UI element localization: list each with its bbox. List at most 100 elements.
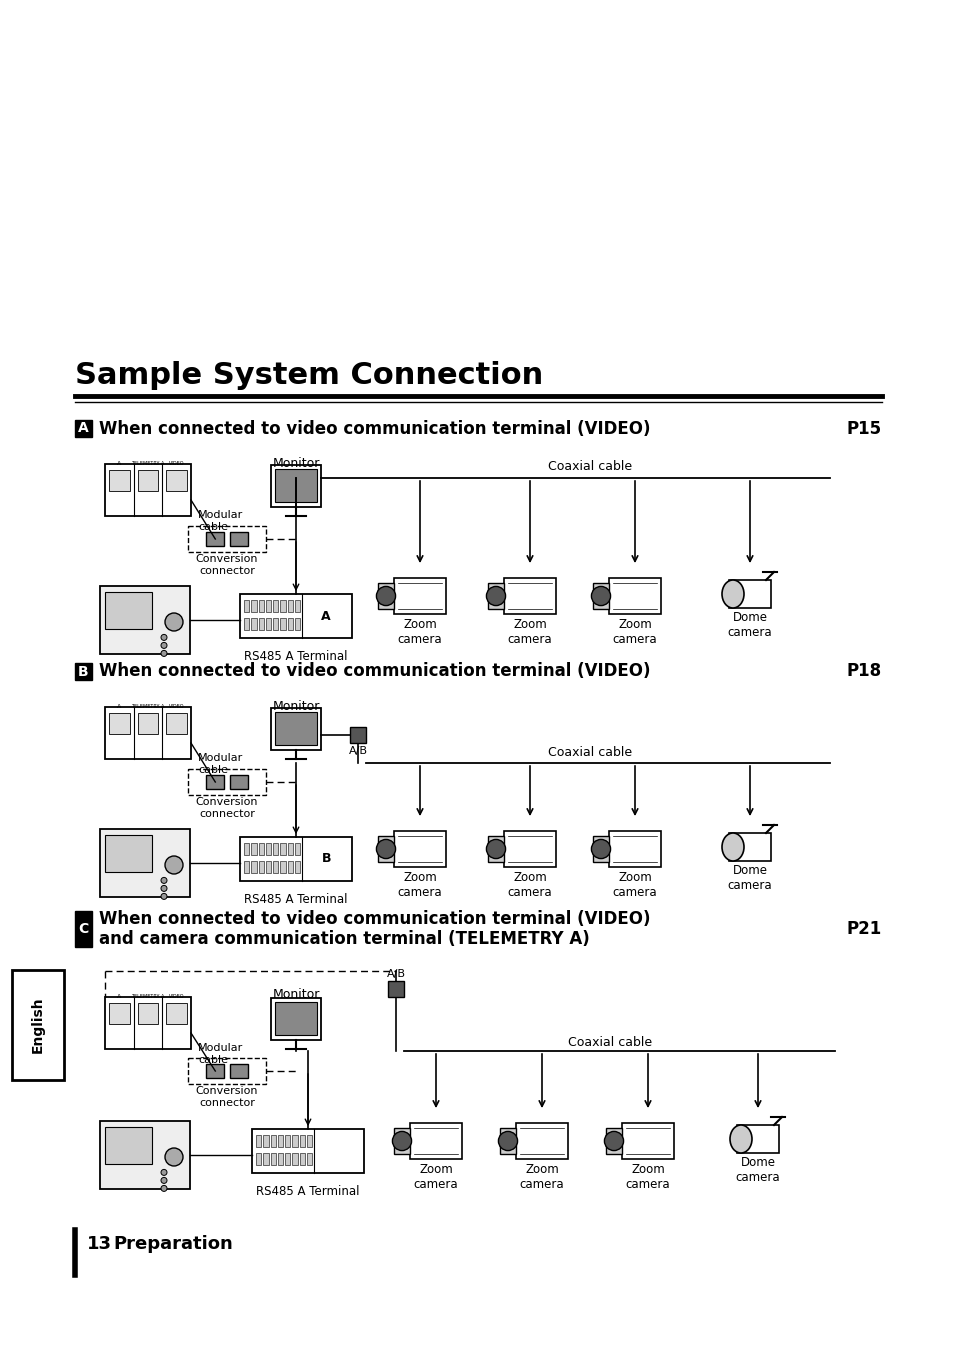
- Circle shape: [486, 839, 505, 859]
- Text: Monitor: Monitor: [272, 457, 319, 470]
- Bar: [230, 1065, 248, 1078]
- Bar: [251, 600, 256, 612]
- Text: Zoom
camera: Zoom camera: [397, 617, 442, 646]
- Text: B: B: [321, 852, 331, 866]
- Bar: [292, 1135, 297, 1147]
- Bar: [206, 532, 224, 546]
- Bar: [394, 1128, 410, 1154]
- Text: RS485 A Terminal: RS485 A Terminal: [256, 1185, 359, 1198]
- Bar: [394, 578, 446, 613]
- Bar: [292, 1152, 297, 1165]
- Bar: [258, 617, 264, 630]
- Bar: [728, 834, 770, 861]
- Bar: [105, 463, 191, 516]
- Text: Conversion
connector: Conversion connector: [195, 1086, 258, 1108]
- Text: TELEMETRY A: TELEMETRY A: [132, 704, 165, 709]
- Bar: [280, 843, 285, 855]
- Bar: [166, 713, 187, 734]
- Bar: [263, 1135, 269, 1147]
- Text: Zoom
camera: Zoom camera: [519, 1163, 564, 1192]
- Text: Zoom
camera: Zoom camera: [397, 871, 442, 898]
- Text: A: A: [117, 994, 121, 998]
- Circle shape: [376, 839, 395, 859]
- Bar: [258, 843, 264, 855]
- Bar: [137, 713, 158, 734]
- Text: Dome
camera: Dome camera: [727, 865, 772, 892]
- Bar: [230, 775, 248, 789]
- Circle shape: [486, 586, 505, 605]
- Text: Conversion
connector: Conversion connector: [195, 797, 258, 819]
- Bar: [394, 831, 446, 867]
- Bar: [280, 600, 285, 612]
- Bar: [294, 617, 300, 630]
- Bar: [271, 997, 320, 1040]
- Bar: [188, 1058, 266, 1084]
- Bar: [75, 420, 91, 436]
- Circle shape: [161, 635, 167, 640]
- Text: Coaxial cable: Coaxial cable: [567, 1036, 652, 1050]
- Circle shape: [161, 650, 167, 657]
- Bar: [12, 970, 64, 1079]
- Text: Coaxial cable: Coaxial cable: [547, 747, 632, 759]
- Text: VIDEO: VIDEO: [169, 704, 184, 709]
- Text: Monitor: Monitor: [272, 700, 319, 713]
- Bar: [277, 1152, 283, 1165]
- Text: A: A: [321, 609, 331, 623]
- Text: A: A: [117, 704, 121, 709]
- Text: and camera communication terminal (TELEMETRY A): and camera communication terminal (TELEM…: [99, 929, 589, 947]
- Circle shape: [161, 893, 167, 900]
- Bar: [251, 861, 256, 873]
- Circle shape: [591, 586, 610, 605]
- Bar: [503, 578, 556, 613]
- Bar: [277, 1135, 283, 1147]
- Bar: [307, 1135, 312, 1147]
- Bar: [109, 713, 130, 734]
- Bar: [608, 831, 660, 867]
- Circle shape: [161, 1170, 167, 1175]
- Text: Sample System Connection: Sample System Connection: [75, 361, 542, 390]
- Bar: [166, 1002, 187, 1024]
- Bar: [307, 1152, 312, 1165]
- Bar: [105, 997, 191, 1048]
- Bar: [280, 861, 285, 873]
- Text: Zoom
camera: Zoom camera: [414, 1163, 457, 1192]
- Bar: [274, 1001, 316, 1035]
- Text: A/B: A/B: [348, 746, 367, 757]
- Text: Dome
camera: Dome camera: [735, 1156, 780, 1183]
- Bar: [377, 584, 394, 608]
- Circle shape: [161, 877, 167, 884]
- Bar: [244, 861, 249, 873]
- Bar: [100, 830, 190, 897]
- Text: Coaxial cable: Coaxial cable: [547, 459, 632, 473]
- Text: Dome
camera: Dome camera: [727, 611, 772, 639]
- Circle shape: [165, 857, 183, 874]
- Text: Zoom
camera: Zoom camera: [507, 871, 552, 898]
- Bar: [271, 465, 320, 507]
- Bar: [240, 838, 352, 881]
- Bar: [271, 1152, 275, 1165]
- Text: P18: P18: [846, 662, 882, 681]
- Bar: [255, 1152, 261, 1165]
- Text: When connected to video communication terminal (VIDEO): When connected to video communication te…: [99, 911, 650, 928]
- Bar: [294, 843, 300, 855]
- Text: Preparation: Preparation: [112, 1235, 233, 1252]
- Bar: [294, 600, 300, 612]
- Bar: [255, 1135, 261, 1147]
- Bar: [273, 617, 278, 630]
- Bar: [105, 835, 152, 873]
- Circle shape: [497, 1131, 517, 1151]
- Bar: [388, 981, 403, 997]
- Text: C: C: [78, 921, 89, 936]
- Text: A: A: [117, 461, 121, 466]
- Text: Conversion
connector: Conversion connector: [195, 554, 258, 576]
- Bar: [593, 836, 608, 862]
- Text: Zoom
camera: Zoom camera: [612, 871, 657, 898]
- Bar: [266, 600, 271, 612]
- Bar: [188, 526, 266, 553]
- Bar: [266, 843, 271, 855]
- Bar: [263, 1152, 269, 1165]
- Text: RS485 A Terminal: RS485 A Terminal: [244, 893, 348, 907]
- Circle shape: [604, 1131, 623, 1151]
- Circle shape: [161, 642, 167, 648]
- Text: Zoom
camera: Zoom camera: [507, 617, 552, 646]
